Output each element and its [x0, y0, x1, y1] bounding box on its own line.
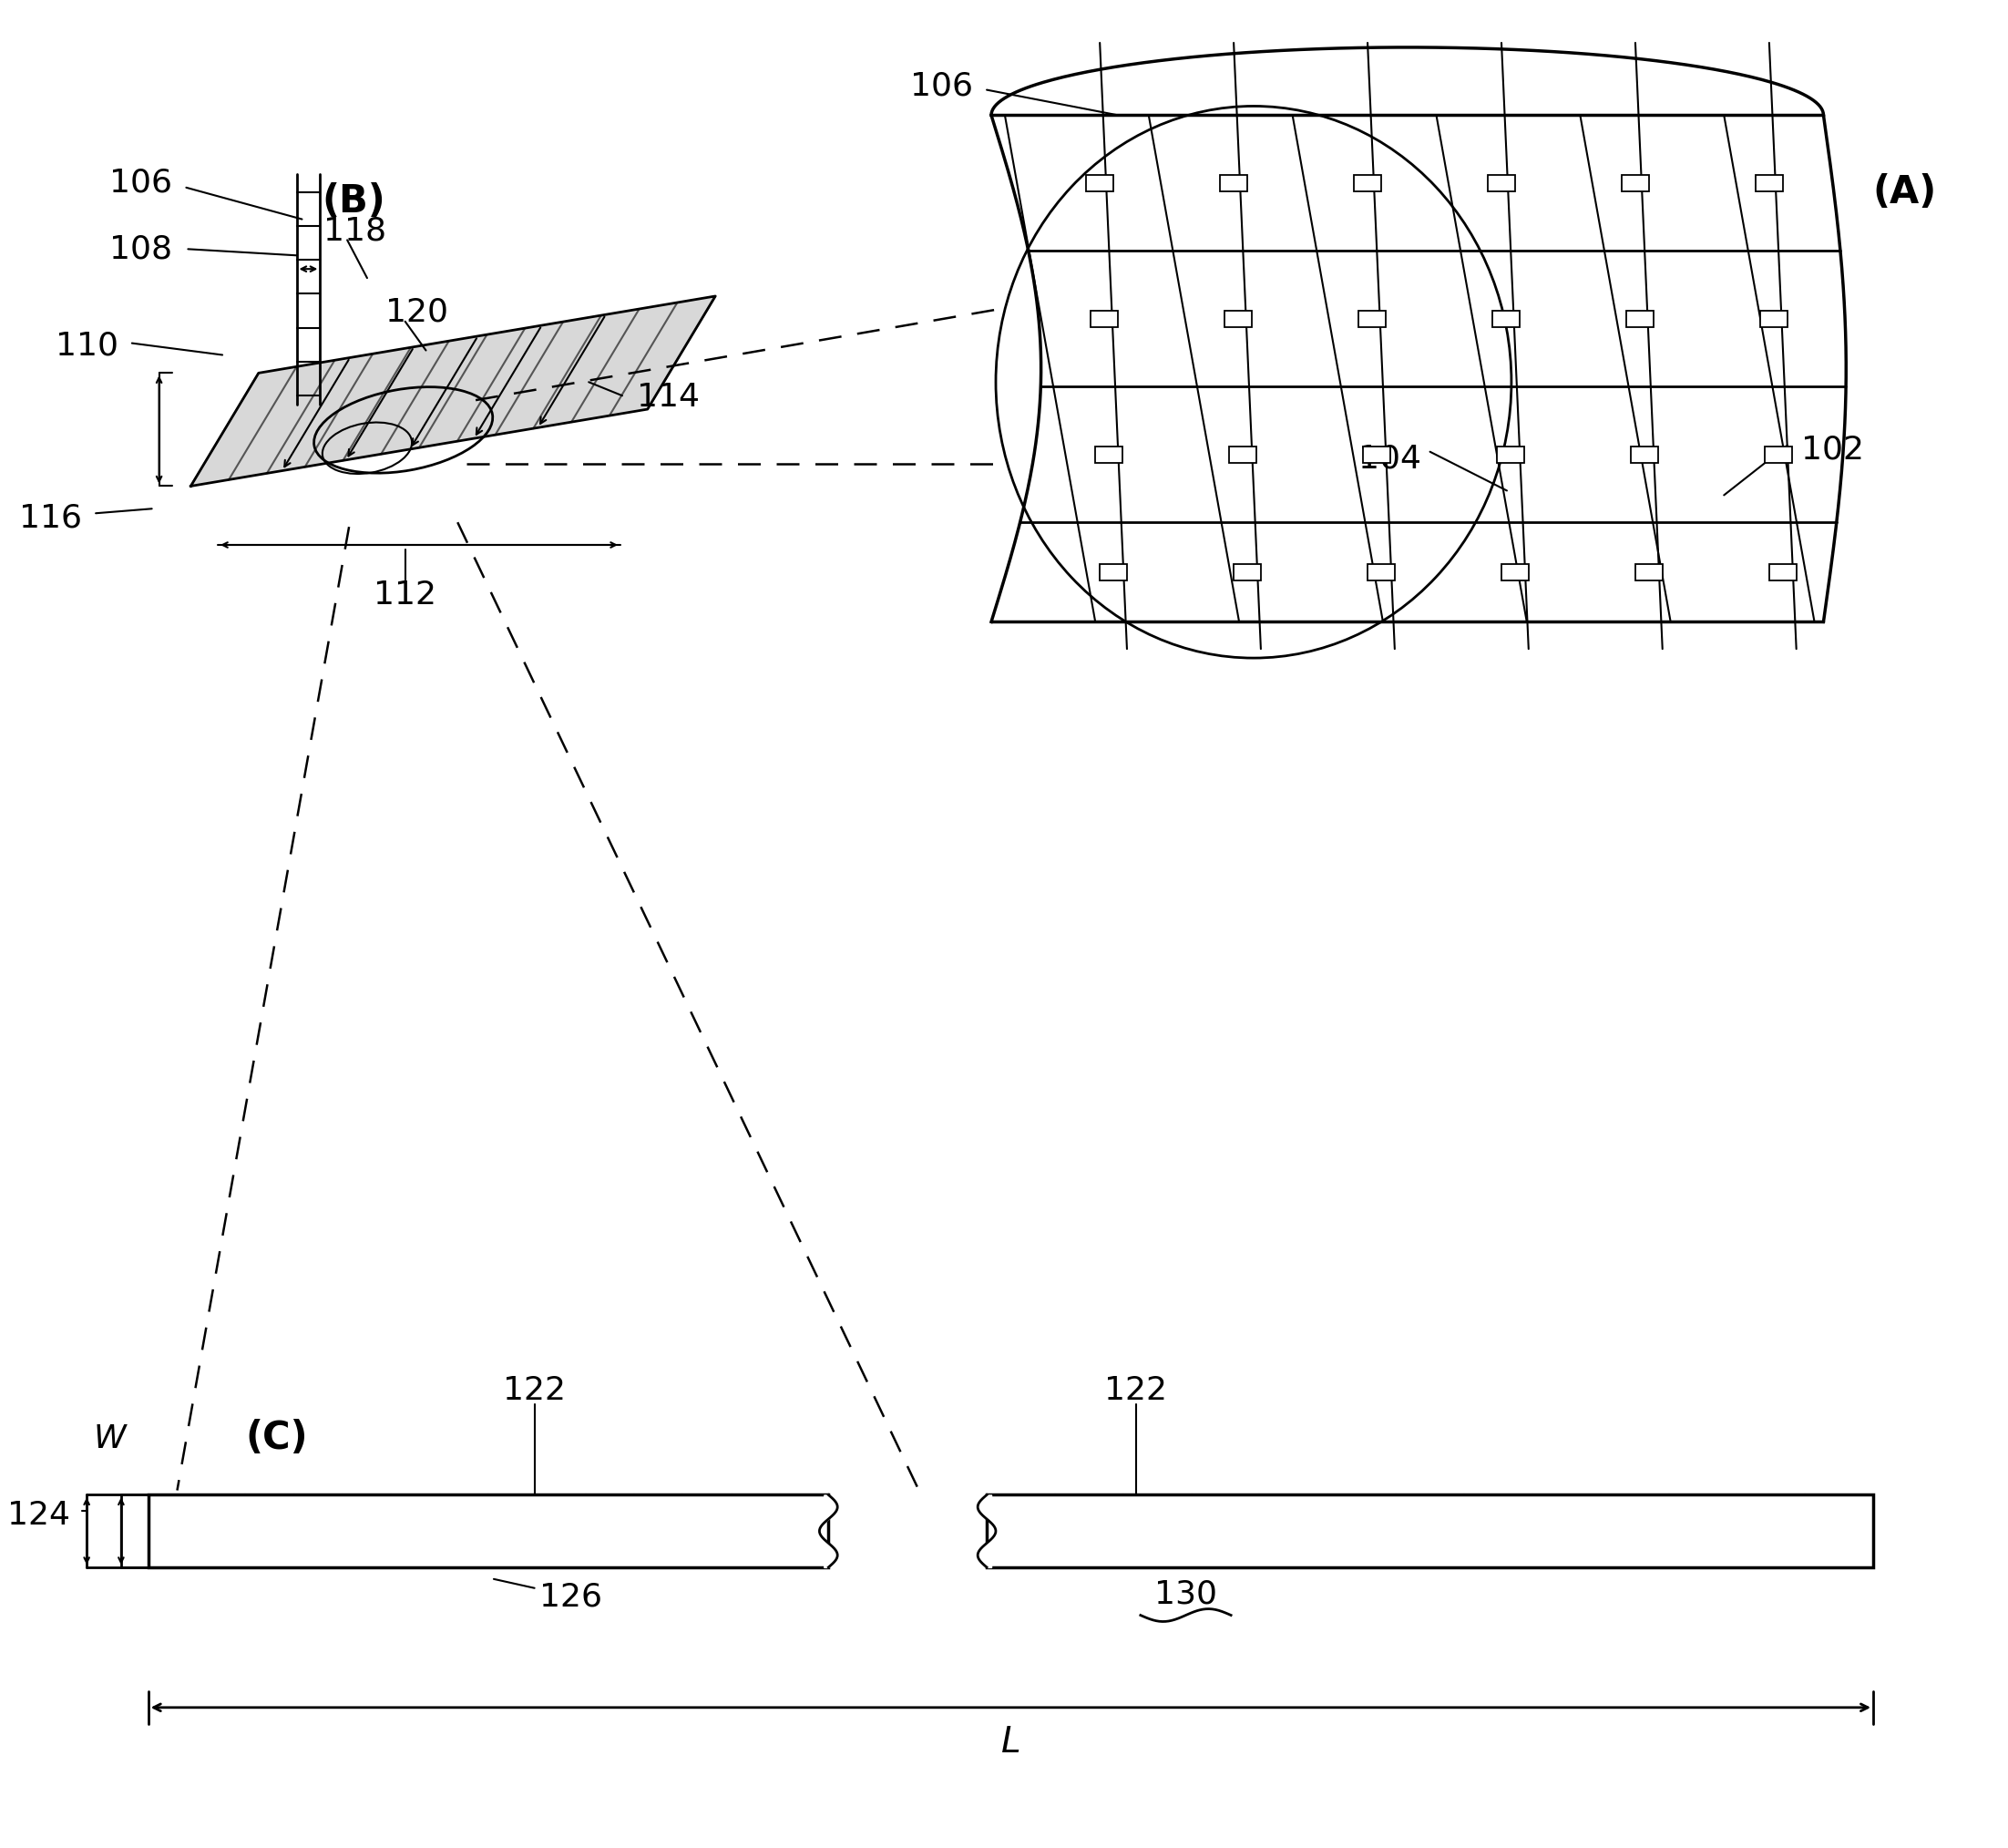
Bar [1094, 447, 1122, 462]
Text: L: L [1000, 1724, 1020, 1759]
Bar [1359, 310, 1386, 327]
Bar [1502, 564, 1528, 580]
Bar [1761, 310, 1787, 327]
Text: 102: 102 [1801, 434, 1863, 466]
Text: 110: 110 [56, 331, 118, 362]
Bar [1755, 176, 1783, 190]
Text: 108: 108 [110, 233, 173, 264]
Bar [1353, 176, 1382, 190]
Bar [1492, 310, 1520, 327]
Text: 120: 120 [386, 298, 448, 327]
Bar [1635, 564, 1663, 580]
Text: 122: 122 [1104, 1375, 1167, 1406]
Bar [1363, 447, 1390, 462]
Bar [1622, 176, 1649, 190]
Text: 124: 124 [8, 1501, 70, 1532]
Text: 118: 118 [323, 216, 388, 246]
Bar [1221, 176, 1247, 190]
Text: 114: 114 [637, 383, 699, 412]
Text: 122: 122 [504, 1375, 566, 1406]
Polygon shape [191, 296, 715, 486]
Bar [1225, 310, 1251, 327]
Bar [1367, 564, 1396, 580]
Bar [1233, 564, 1261, 580]
Text: 116: 116 [20, 503, 82, 534]
Bar [1765, 447, 1791, 462]
Text: (C): (C) [245, 1419, 307, 1456]
Bar [1100, 564, 1126, 580]
Text: (B): (B) [321, 181, 386, 220]
Text: 130: 130 [1155, 1578, 1217, 1610]
Bar [1090, 310, 1118, 327]
Bar [1630, 447, 1659, 462]
Bar [1086, 176, 1112, 190]
Text: W: W [92, 1423, 127, 1454]
Bar [986, 1495, 1873, 1567]
Bar [1229, 447, 1257, 462]
Text: 126: 126 [540, 1582, 602, 1613]
Text: 106: 106 [110, 168, 173, 198]
Bar [1769, 564, 1797, 580]
Text: 104: 104 [1357, 444, 1422, 475]
Bar [1488, 176, 1514, 190]
Text: (A): (A) [1873, 174, 1938, 211]
Bar [149, 1495, 829, 1567]
Text: 112: 112 [373, 578, 436, 610]
Text: 106: 106 [910, 70, 974, 102]
Bar [1496, 447, 1524, 462]
Bar [1626, 310, 1653, 327]
